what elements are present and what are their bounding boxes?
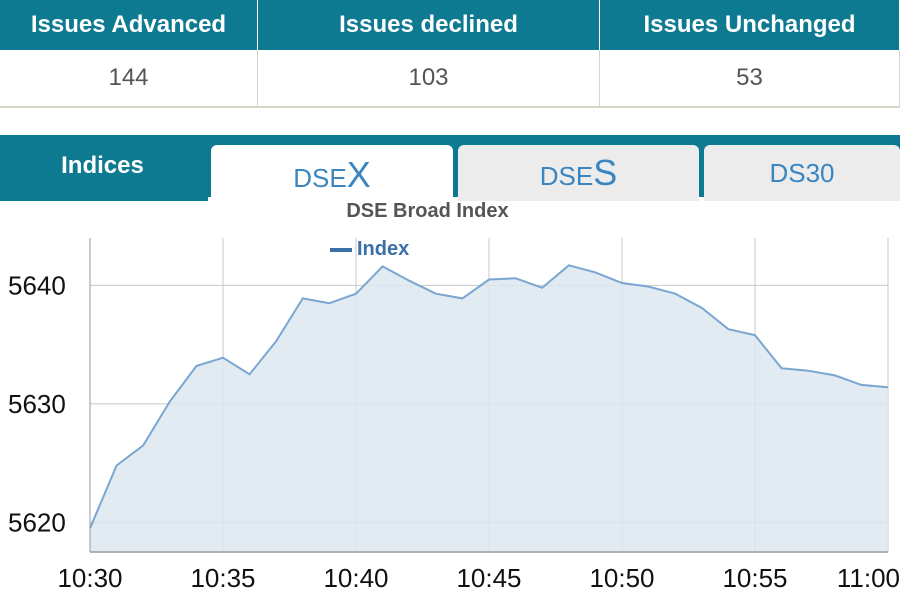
tab-dsex-suffix: X <box>346 154 371 195</box>
header-issues-unchanged: Issues Unchanged <box>600 0 900 50</box>
tab-dsex[interactable]: DSE X <box>211 145 453 205</box>
value-issues-advanced: 144 <box>0 50 258 106</box>
x-tick-label-1035: 10:35 <box>190 563 255 593</box>
index-chart: 5620 5630 5640 10:30 10:35 10:40 10:45 10:50 10:… <box>0 200 900 600</box>
summary-value-row: 144 103 53 <box>0 50 900 108</box>
tab-dsex-prefix: DSE <box>293 163 347 193</box>
header-issues-declined: Issues declined <box>258 0 600 50</box>
tab-dses[interactable]: DSE S <box>458 145 699 201</box>
chart-title: DSE Broad Index <box>346 200 509 222</box>
value-issues-unchanged: 53 <box>600 50 900 106</box>
tab-bar-underline <box>0 197 208 201</box>
y-tick-label-5640: 5640 <box>8 270 66 300</box>
legend-swatch-index <box>330 247 352 252</box>
value-issues-declined: 103 <box>258 50 600 106</box>
tab-ds30[interactable]: DS30 <box>704 145 900 201</box>
market-summary-table: Issues Advanced Issues declined Issues U… <box>0 0 900 108</box>
x-tick-label-1040: 10:40 <box>323 563 388 593</box>
tab-ds30-label: DS30 <box>769 157 835 188</box>
x-tick-label-1045: 10:45 <box>456 563 521 593</box>
header-issues-advanced: Issues Advanced <box>0 0 258 50</box>
y-tick-label-5620: 5620 <box>8 507 66 537</box>
x-tick-label-1050: 10:50 <box>589 563 654 593</box>
legend-label-index: Index <box>357 238 410 260</box>
x-tick-label-1055: 10:55 <box>722 563 787 593</box>
x-tick-label-1030: 10:30 <box>57 563 122 593</box>
chart-legend[interactable]: Index <box>330 238 409 261</box>
tab-dses-prefix: DSE <box>539 161 594 191</box>
indices-tabs: Indices DSE X DSE S DS30 <box>0 135 900 205</box>
summary-header-row: Issues Advanced Issues declined Issues U… <box>0 0 900 50</box>
chart-svg: 5620 5630 5640 10:30 10:35 10:40 10:45 10:50 10:… <box>8 238 900 593</box>
indices-label: Indices <box>61 152 144 179</box>
tab-dses-suffix: S <box>593 152 618 193</box>
y-tick-label-5630: 5630 <box>8 389 66 419</box>
x-tick-label-1100: 11:00 <box>837 563 900 593</box>
series-area-index <box>90 265 888 552</box>
series-line-index <box>89 264 889 529</box>
